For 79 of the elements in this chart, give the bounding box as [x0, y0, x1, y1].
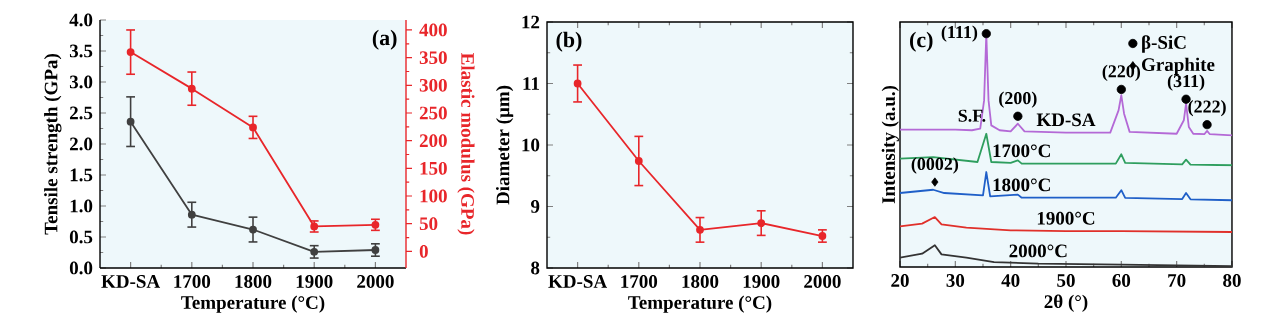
y-tick-label: 12 — [522, 15, 540, 29]
y-tick-label: 8 — [531, 261, 540, 275]
point — [757, 219, 766, 227]
x-tick-label: 20 — [891, 274, 909, 287]
y-tick-label: 0.5 — [69, 230, 93, 244]
annotation: (b) — [556, 31, 582, 52]
annotation: (311) — [1167, 74, 1205, 91]
y-tick-label: 1.0 — [70, 199, 93, 213]
y2-tick-label: 350 — [419, 51, 447, 65]
y-tick-label: 1.5 — [70, 168, 93, 182]
point — [249, 225, 257, 234]
series-label: 1900°C — [1037, 211, 1095, 225]
point — [187, 84, 196, 93]
y-tick-label: 2.5 — [69, 106, 93, 120]
y2-tick-label: 300 — [419, 78, 447, 92]
y-tick-label: 0.0 — [69, 261, 93, 275]
series-label: KD-SA — [1036, 113, 1096, 127]
x-tick-label: 40 — [1001, 274, 1020, 287]
point — [1116, 84, 1126, 95]
y-axis-title: Tensile strength (GPa) — [44, 54, 62, 235]
annotation: (c) — [910, 31, 933, 52]
point — [1013, 111, 1023, 121]
x-tick-label: KD-SA — [101, 275, 161, 288]
annotation: (111) — [941, 25, 978, 42]
series-label: 1700°C — [993, 144, 1050, 158]
y-tick-label: 3.5 — [69, 44, 93, 58]
x-tick-label: 2000 — [357, 275, 394, 288]
x-tick-label: 1900 — [743, 275, 780, 288]
y2-tick-label: 200 — [419, 134, 447, 148]
point — [634, 157, 643, 165]
x-axis-title: 2θ (°) — [1044, 294, 1088, 312]
annotation: (0002) — [911, 157, 959, 174]
point — [981, 29, 991, 39]
x-tick-label: 50 — [1057, 274, 1075, 287]
annotation: (a) — [372, 29, 397, 50]
point — [931, 177, 939, 187]
x-tick-label: 2000 — [804, 275, 841, 288]
annotation: (200) — [999, 91, 1037, 108]
x-tick-label: 1700 — [174, 275, 211, 288]
point — [187, 210, 196, 219]
y2-tick-label: 400 — [419, 23, 447, 37]
series-label: 1800°C — [993, 178, 1050, 192]
y-tick-label: 11 — [523, 77, 539, 90]
x-tick-label: 1800 — [682, 275, 719, 288]
annotation: (220) — [1102, 64, 1141, 82]
y2-tick-label: 100 — [420, 189, 447, 203]
point — [126, 48, 135, 56]
y-tick-label: 10 — [522, 138, 540, 152]
x-tick-label: 80 — [1223, 274, 1241, 287]
y2-tick-label: 0 — [419, 244, 428, 258]
point — [696, 225, 704, 234]
x-tick-label: 70 — [1168, 274, 1186, 287]
annotation: S.F. — [958, 109, 986, 122]
series-label: 2000°C — [1009, 244, 1067, 258]
x-tick-label: KD-SA — [548, 275, 608, 288]
y-tick-label: 2.0 — [69, 137, 93, 151]
point — [573, 79, 582, 88]
x-tick-label: 1800 — [235, 275, 272, 288]
y-axis-title: Intensity (a.u.) — [881, 85, 899, 204]
x-tick-label: 30 — [946, 274, 965, 287]
y-tick-label: 9 — [530, 200, 540, 213]
point — [249, 123, 257, 132]
y2-tick-label: 150 — [420, 161, 447, 175]
x-tick-label: 60 — [1112, 274, 1131, 287]
legend-label: β-SiC — [1142, 35, 1186, 53]
x-tick-label: 1700 — [621, 275, 658, 288]
x-axis-title: Temperature (°C) — [628, 295, 772, 313]
point — [126, 117, 135, 126]
y2-tick-label: 50 — [419, 217, 438, 231]
annotation: (222) — [1188, 99, 1226, 117]
y-tick-label: 4.0 — [69, 13, 93, 27]
y2-tick-label: 250 — [419, 106, 447, 120]
y-axis-title: Diameter (μm) — [495, 85, 514, 205]
x-axis-title: Temperature (°C) — [181, 295, 325, 313]
point — [1202, 120, 1212, 130]
legend-label: Graphite — [1142, 57, 1215, 75]
y-tick-label: 3.0 — [69, 75, 93, 89]
x-tick-label: 1900 — [296, 275, 333, 288]
y2-axis-title: Elastic modulus (GPa) — [457, 52, 475, 235]
